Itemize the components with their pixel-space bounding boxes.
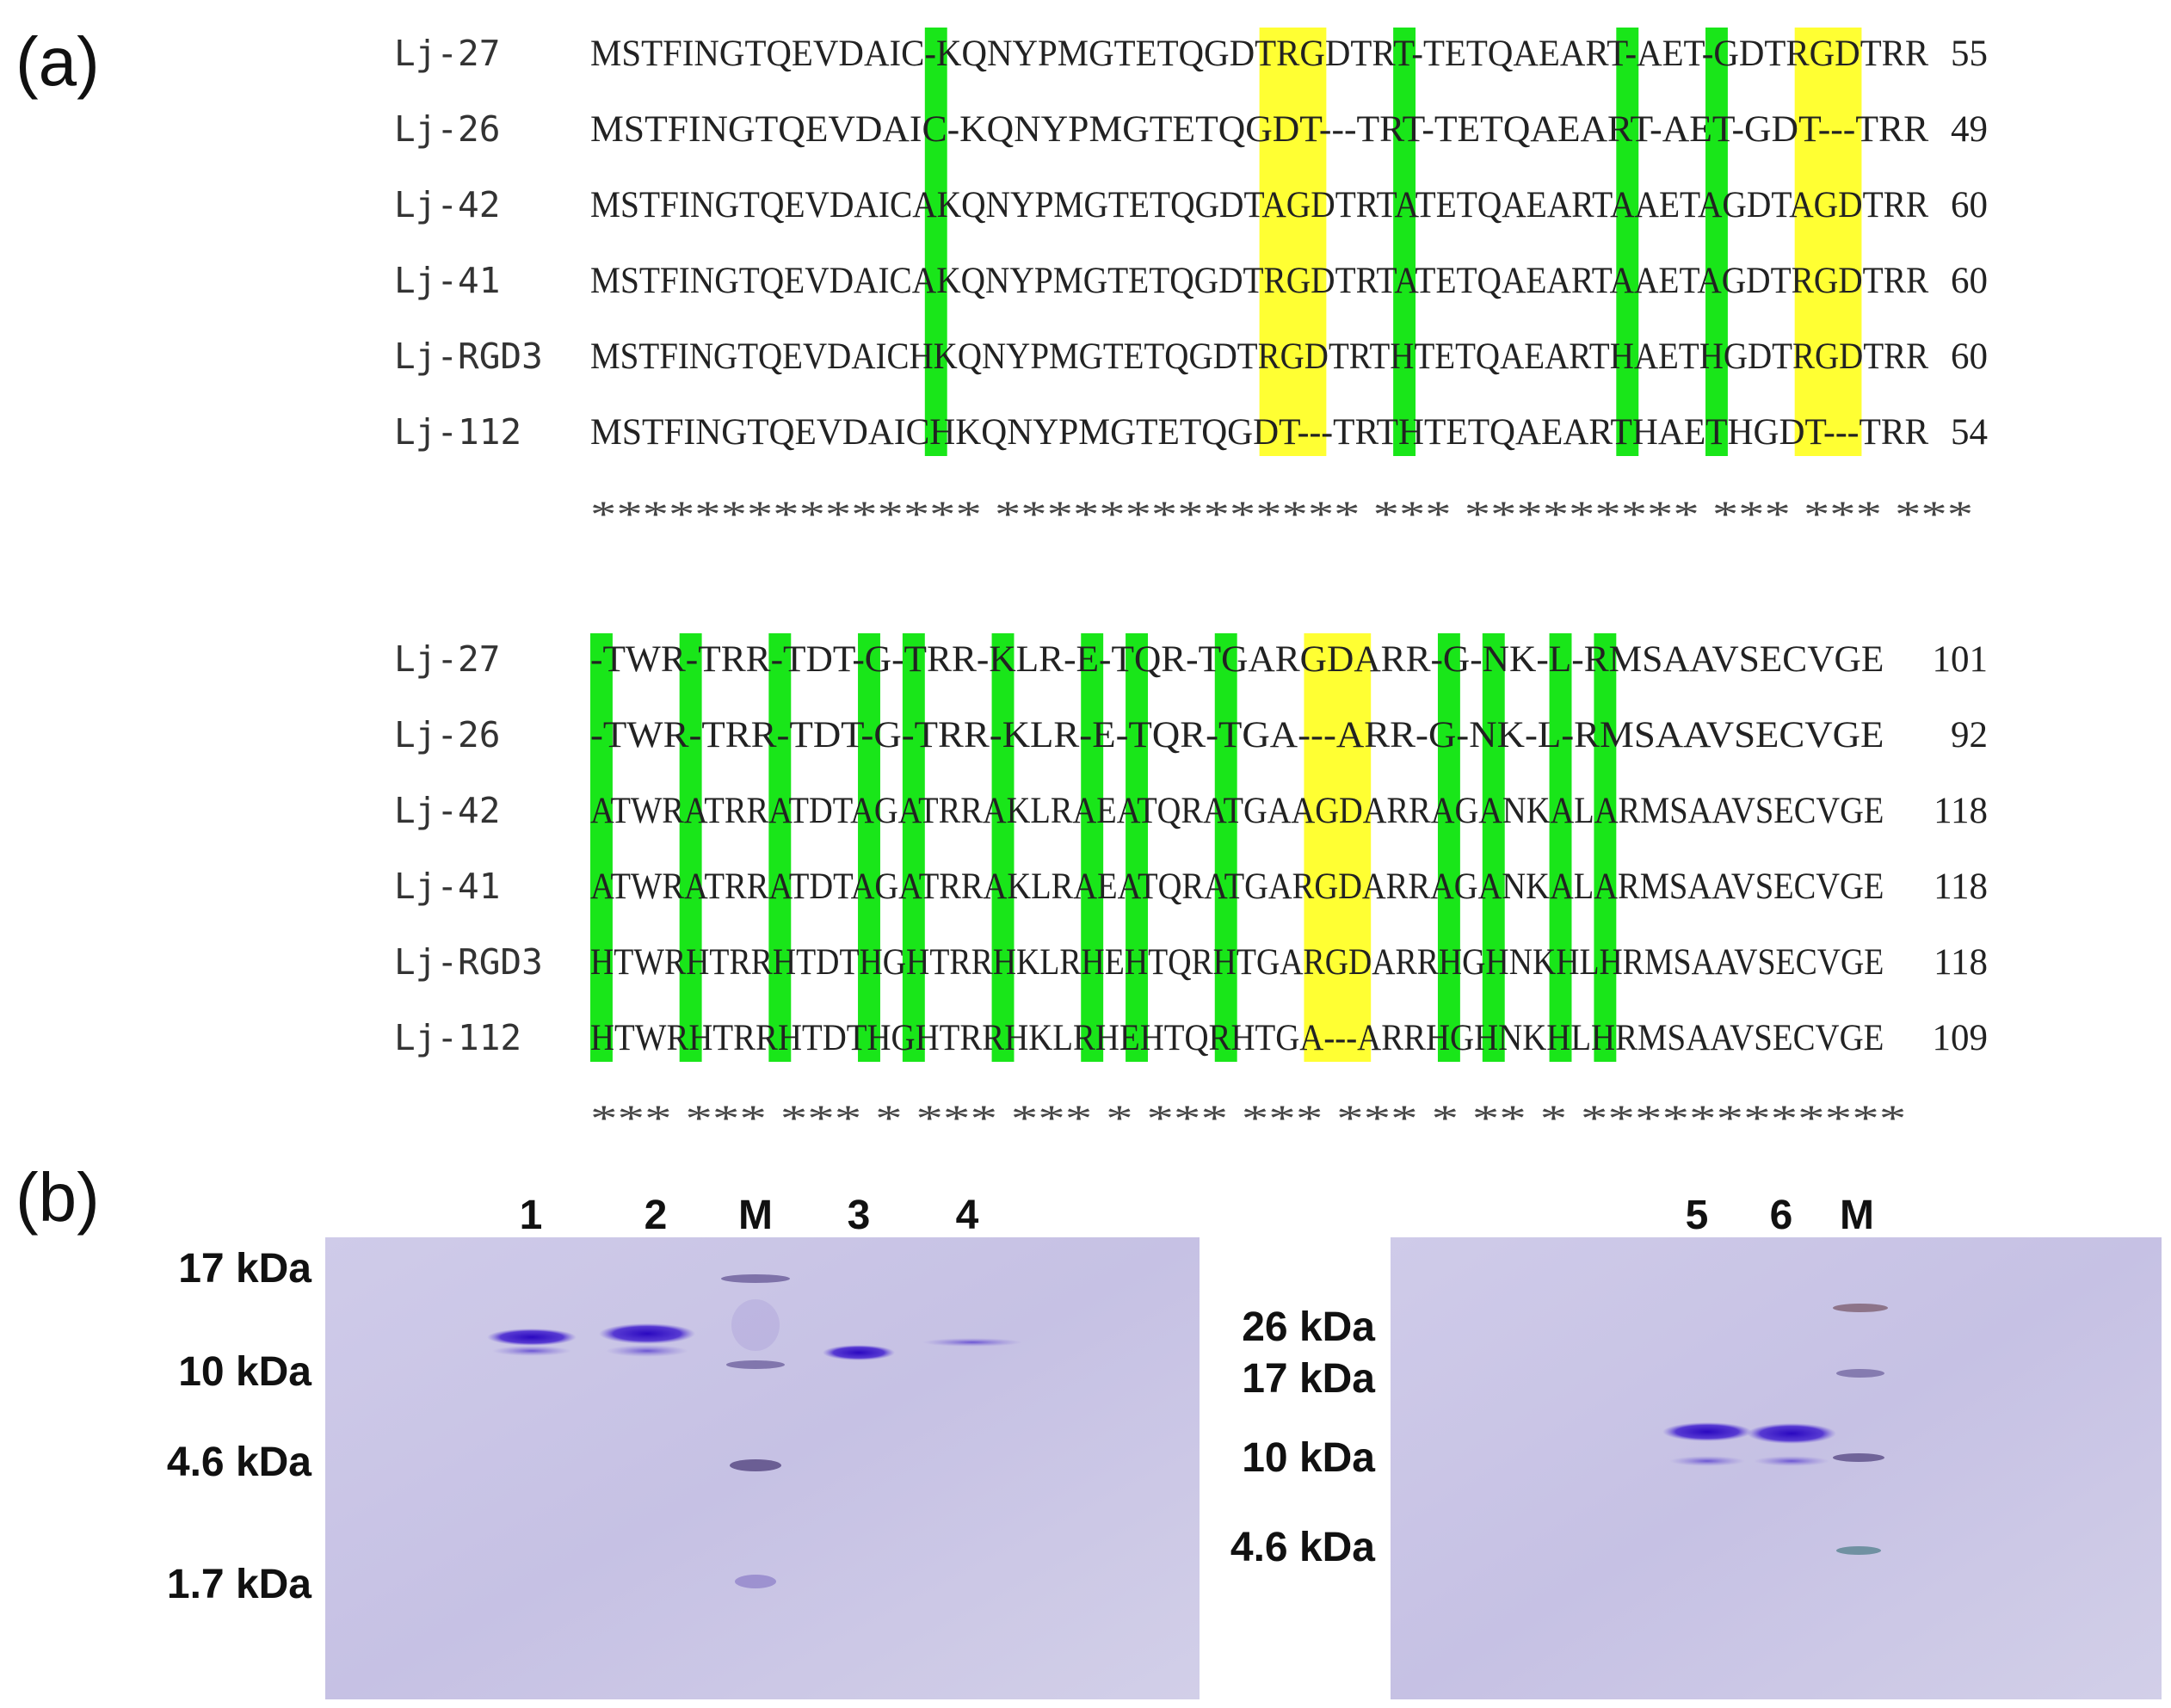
sequence-name: Lj-27 [394,638,500,680]
sequence-row: MSTFINGTQEVDAICHKQNYPMGTETQGDTRGDTRTHTET… [590,336,1928,377]
band-lane-1 [487,1329,577,1346]
sequence-length: 49 [1951,109,1988,150]
green-highlight-column [902,633,925,1062]
sequence-length: 60 [1951,261,1988,301]
green-highlight-column [768,633,792,1062]
sequence-row: ATWRATRRATDTAGATRRAKLRAEATQRATGAAGDARRAG… [590,791,1884,831]
band-lane-5-lower [1669,1456,1745,1466]
sequence-name: Lj-RGD3 [394,941,543,983]
panel-a-label: (a) [15,23,100,100]
sequence-row: MSTFINGTQEVDAICAKQNYPMGTETQGDTAGDTRTATET… [590,185,1928,225]
green-highlight-column [858,633,880,1062]
green-highlight-column [1549,633,1572,1062]
sequence-alignment: Lj-27 MSTFINGTQEVDAIC-KQNYPMGTETQGDTRGDTR… [394,28,1988,1139]
sequence-length: 109 [1933,1018,1989,1058]
mw-label-right-10: 10 kDa [1242,1435,1375,1481]
rgd-motif-highlight [1304,633,1372,1062]
lane-label-m-right: M [1840,1193,1874,1238]
green-highlight-column [1437,633,1460,1062]
conservation-line: *************** ************** *** *****… [590,495,1973,535]
lane-label-5: 5 [1686,1193,1709,1238]
sequence-name: Lj-42 [394,790,500,831]
sequence-row: HTWRHTRRHTDTHGHTRRHKLRHEHTQRHTGARGDARRHG… [590,942,1884,983]
mw-label-left-1.7: 1.7 kDa [167,1562,311,1607]
green-highlight-column [1616,28,1639,456]
marker-band-left-1.7 [735,1575,776,1588]
mw-label-left-17: 17 kDa [178,1246,311,1292]
panel-b-label: (b) [15,1159,100,1236]
sequence-row: MSTFINGTQEVDAICAKQNYPMGTETQGDTRGDTRTATET… [590,261,1928,301]
band-lane-3 [823,1345,895,1360]
green-highlight-column [1081,633,1104,1062]
gel-right [1391,1237,2162,1699]
marker-band-right-4.6 [1836,1546,1881,1555]
marker-band-right-26 [1833,1304,1888,1312]
lane-label-3: 3 [848,1193,871,1238]
mw-label-left-4.6: 4.6 kDa [167,1440,311,1485]
sequence-row: MSTFINGTQEVDAIC-KQNYPMGTETQGDTRGDTRT-TET… [590,34,1929,74]
sequence-row: MSTFINGTQEVDAICHKQNYPMGTETQGDT---TRTHTET… [590,412,1928,453]
lane-label-1: 1 [520,1193,543,1238]
green-highlight-column [1594,633,1617,1062]
green-highlight-column [1393,28,1416,456]
sequence-length: 118 [1934,791,1988,831]
rgd-motif-highlight [1794,28,1862,456]
marker-band-left-10 [726,1360,785,1369]
sequence-name: Lj-112 [394,411,521,453]
lane-label-6: 6 [1770,1193,1793,1238]
lane-label-4: 4 [956,1193,979,1238]
green-highlight-column [590,633,613,1062]
marker-band-right-10 [1833,1453,1884,1462]
mw-label-right-4.6: 4.6 kDa [1230,1525,1375,1570]
sequence-name: Lj-26 [394,108,500,150]
marker-band-left-4.6 [730,1459,781,1471]
sequence-name: Lj-112 [394,1017,521,1058]
sequence-row: ATWRATRRATDTAGATRRAKLRAEATQRATGARGDARRAG… [590,866,1884,907]
band-lane-4 [922,1338,1022,1347]
lane-label-2: 2 [645,1193,668,1238]
sequence-row: HTWRHTRRHTDTHGHTRRHKLRHEHTQRHTGA---ARRHG… [590,1018,1884,1058]
mw-label-right-17: 17 kDa [1242,1356,1375,1402]
sequence-length: 101 [1933,639,1989,680]
green-highlight-column [991,633,1015,1062]
gel-images: 1 2 M 3 4 17 kDa 10 kDa 4.6 kDa 1.7 kDa … [167,1193,2162,1699]
green-highlight-column [679,633,702,1062]
marker-band-left-17 [721,1274,790,1283]
sequence-length: 55 [1951,34,1988,74]
lane-label-m-left: M [738,1193,773,1238]
marker-smear-left [731,1299,780,1351]
conservation-line: *** *** *** * *** *** * *** *** *** * **… [590,1099,1906,1139]
band-lane-6-lower [1754,1456,1829,1466]
sequence-name: Lj-26 [394,714,500,755]
band-lane-2-lower [606,1345,688,1357]
sequence-length: 54 [1951,412,1988,453]
green-highlight-column [1482,633,1505,1062]
sequence-row: -TWR-TRR-TDT-G-TRR-KLR-E-TQR-TGARGDARR-G… [590,639,1884,680]
green-highlight-column [924,28,947,456]
mw-label-right-26: 26 kDa [1242,1304,1375,1350]
green-highlight-column [1705,28,1728,456]
marker-band-right-17 [1836,1369,1884,1378]
sequence-name: Lj-RGD3 [394,336,543,377]
sequence-length: 92 [1951,715,1988,755]
green-highlight-column [1126,633,1148,1062]
sequence-length: 60 [1951,185,1988,225]
band-lane-2 [599,1323,695,1344]
sequence-row: -TWR-TRR-TDT-G-TRR-KLR-E-TQR-TGA---ARR-G… [590,715,1884,755]
mw-label-left-10: 10 kDa [178,1349,311,1395]
band-lane-1-lower [492,1346,571,1356]
sequence-name: Lj-41 [394,866,500,907]
sequence-length: 118 [1934,866,1988,907]
band-lane-5 [1662,1422,1752,1441]
rgd-motif-highlight [1259,28,1327,456]
green-highlight-column [1214,633,1237,1062]
sequence-row: MSTFINGTQEVDAIC-KQNYPMGTETQGDT---TRT-TET… [590,109,1929,150]
sequence-name: Lj-27 [394,33,500,74]
sequence-name: Lj-42 [394,184,500,225]
sequence-length: 60 [1951,336,1988,377]
sequence-length: 118 [1934,942,1988,983]
sequence-name: Lj-41 [394,260,500,301]
band-lane-6 [1747,1423,1836,1444]
